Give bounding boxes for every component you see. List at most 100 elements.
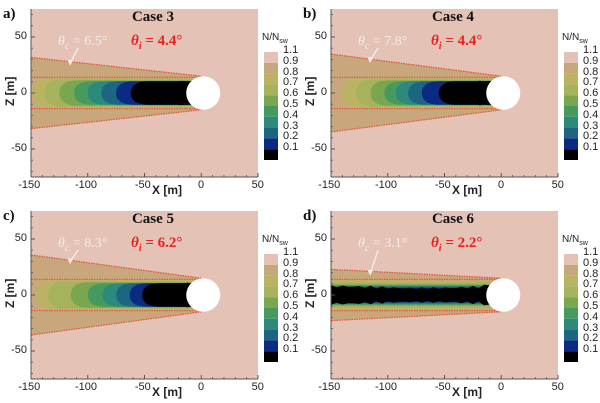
y-tick-label: 0: [320, 288, 327, 300]
colorbar-level-label: 0.6: [583, 289, 599, 302]
cone-line-upper: [331, 53, 502, 77]
panel-label: c): [3, 208, 15, 224]
colorbar-swatch: [564, 116, 578, 128]
y-tick-label: 0: [20, 288, 27, 300]
theta-c-value: 3.1°: [384, 236, 408, 251]
y-axis-label: Z [m]: [3, 76, 17, 106]
theta-i-value: 6.2°: [157, 235, 183, 251]
x-tick-label: -100: [74, 179, 97, 191]
chart-title: Case 4: [431, 9, 475, 25]
colorbar-level-label: 0.6: [583, 87, 599, 100]
object-disc: [486, 76, 521, 110]
colorbar-level-label: 0.8: [583, 65, 599, 78]
theta-c-annotation: θc = 3.1°: [358, 236, 408, 254]
x-axis-label: X [m]: [152, 385, 182, 399]
wake-core: [331, 282, 502, 308]
colorbar-level-label: 0.1: [283, 343, 299, 356]
colorbar-level-label: 0.2: [283, 332, 299, 345]
cone-line-lower: [31, 311, 202, 336]
colorbar-level-label: 0.7: [583, 278, 599, 291]
colorbar-title-sub: sw: [579, 38, 588, 45]
colorbar-level-label: 1.1: [583, 44, 599, 56]
colorbar-level-label: 0.3: [583, 119, 599, 132]
wake-field: [331, 53, 521, 133]
colorbar-swatch: [564, 138, 578, 150]
colorbar-swatch: [264, 149, 278, 160]
colorbar-swatch: [264, 248, 278, 254]
colorbar-level-label: 1.1: [283, 44, 299, 56]
cone-line-lower: [331, 109, 502, 133]
theta-i-value: 4.4°: [157, 33, 183, 49]
colorbar-swatch: [564, 106, 578, 117]
y-tick-label: 0: [320, 86, 327, 98]
y-axis-label: Z [m]: [303, 278, 317, 308]
x-tick-label: -100: [374, 179, 397, 191]
annotation-arrow: [370, 47, 379, 60]
colorbar-title-main: N/N: [262, 32, 280, 43]
x-tick-label: 50: [251, 179, 264, 191]
panel-label: d): [303, 208, 317, 224]
plot-svg: [30, 211, 278, 380]
wake-core: [142, 281, 202, 309]
chart-title: Case 3: [131, 9, 175, 25]
colorbar-title-main: N/N: [562, 234, 580, 245]
x-tick-label: -100: [374, 381, 397, 393]
chart-panel-b: b) Case 4 θc = 7.8° θi = 4.4° Z [m] X [m…: [300, 0, 600, 201]
chart-panel-a: a) Case 3 θc = 6.5° θi = 4.4° Z [m] X [m…: [0, 0, 300, 201]
colorbar-swatch: [564, 248, 578, 254]
colorbar-level-label: 1.1: [283, 246, 299, 258]
colorbar-level-label: 0.4: [283, 108, 299, 121]
colorbar-swatch: [264, 264, 278, 276]
colorbar-level-label: 0.4: [583, 310, 599, 323]
colorbar-level-label: 0.9: [583, 54, 599, 67]
colorbar-level-label: 0.5: [583, 300, 599, 312]
colorbar-level-label: 0.5: [583, 98, 599, 110]
wake-field: [31, 254, 221, 336]
arrow-head-icon: [367, 56, 373, 63]
chart-title: Case 5: [131, 211, 175, 227]
plot-svg: [30, 9, 278, 178]
x-tick-label: -50: [134, 179, 151, 191]
colorbar-title: N/Nsw: [562, 32, 588, 45]
x-tick-label: -150: [318, 381, 341, 393]
colorbar-swatch: [564, 275, 578, 287]
wake-field: [31, 56, 221, 130]
x-tick-label: 0: [498, 381, 505, 393]
colorbar-swatch: [564, 286, 578, 298]
y-tick-label: -50: [311, 344, 327, 356]
colorbar-swatch: [264, 308, 278, 319]
x-axis-label: X [m]: [152, 183, 182, 197]
colorbar-level-label: 0.3: [583, 321, 599, 334]
colorbar-swatch: [564, 46, 578, 52]
x-axis-label: X [m]: [452, 385, 482, 399]
colorbar-swatch: [564, 84, 578, 96]
colorbar-title: N/Nsw: [262, 234, 288, 247]
colorbar-swatch: [564, 318, 578, 330]
colorbar-level-label: 0.6: [283, 87, 299, 100]
y-tick-label: 50: [14, 30, 27, 42]
colorbar-level-label: 0.3: [283, 321, 299, 334]
arrow-head-icon: [67, 258, 73, 265]
colorbar-level-label: 0.2: [583, 130, 599, 143]
cone-line-upper: [31, 254, 202, 279]
colorbar-swatch: [264, 62, 278, 74]
colorbar-level-label: 0.6: [283, 289, 299, 302]
theta-c-annotation: θc = 7.8°: [358, 34, 408, 52]
plot-svg: [330, 9, 578, 178]
colorbar-swatch: [264, 329, 278, 341]
colorbar-swatch: [564, 340, 578, 352]
theta-i-annotation: θi = 4.4°: [431, 33, 483, 52]
colorbar-level-label: 0.7: [283, 278, 299, 291]
y-axis-label: Z [m]: [3, 278, 17, 308]
colorbar-level-label: 1.1: [583, 246, 599, 258]
x-tick-label: 0: [198, 381, 205, 393]
colorbar-level-label: 0.9: [283, 54, 299, 67]
colorbar-swatch: [264, 254, 278, 265]
x-tick-label: 0: [498, 179, 505, 191]
colorbar-level-label: 0.3: [283, 119, 299, 132]
colorbar-level-label: 0.1: [583, 141, 599, 154]
colorbar-swatch: [264, 95, 278, 106]
panel-label: a): [3, 6, 16, 22]
theta-i-value: 4.4°: [457, 33, 483, 49]
colorbar-title-sub: sw: [579, 240, 588, 247]
